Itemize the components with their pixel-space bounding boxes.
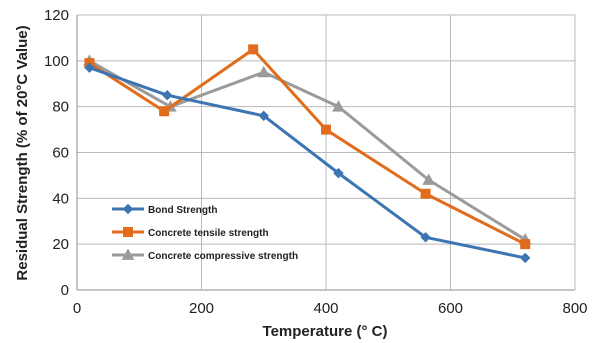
x-tick-label: 400	[313, 300, 338, 317]
data-point	[420, 188, 431, 199]
legend-item: Concrete tensile strength	[112, 227, 269, 239]
legend-marker	[121, 248, 135, 260]
y-tick-label: 80	[52, 99, 69, 116]
series-line	[88, 66, 526, 260]
series-line	[88, 59, 526, 241]
series-bond-strength	[84, 62, 531, 264]
tick-labels: 0 20 40 60 80 100 120 0 200 400 600 800	[44, 7, 588, 317]
legend: Bond Strength Concrete tensile strength Co…	[112, 203, 298, 262]
y-tick-label: 120	[44, 7, 69, 24]
series-concrete-tensile-strength	[84, 44, 531, 250]
data-point	[333, 167, 344, 179]
legend-item: Concrete compressive strength	[112, 248, 298, 262]
data-point	[248, 44, 259, 55]
data-point	[520, 239, 531, 250]
legend-marker	[122, 203, 134, 215]
legend-label: Concrete compressive strength	[148, 251, 298, 262]
y-tick-label: 60	[52, 145, 69, 162]
data-point	[420, 232, 431, 243]
y-tick-label: 40	[52, 190, 69, 207]
data-point	[332, 100, 345, 112]
x-axis-title: Temperature (° C)	[263, 323, 388, 340]
legend-label: Bond Strength	[148, 205, 217, 216]
legend-item: Bond Strength	[112, 203, 217, 216]
data-point	[257, 65, 271, 78]
plot-area	[83, 44, 532, 264]
y-tick-label: 0	[61, 282, 69, 299]
data-point	[162, 90, 173, 101]
y-axis-title: Residual Strength (% of 20°C Value)	[14, 25, 31, 280]
gridlines	[76, 14, 576, 291]
data-point	[84, 62, 95, 73]
y-tick-label: 20	[52, 236, 69, 253]
x-tick-label: 800	[562, 300, 587, 317]
x-tick-label: 0	[73, 300, 81, 317]
legend-marker	[123, 227, 133, 237]
y-tick-label: 100	[44, 53, 69, 70]
legend-label: Concrete tensile strength	[148, 228, 269, 239]
data-point	[159, 106, 170, 117]
x-tick-label: 600	[438, 300, 463, 317]
data-point	[422, 173, 436, 185]
x-tick-label: 200	[189, 300, 214, 317]
data-point	[321, 124, 331, 135]
series-line	[88, 47, 526, 246]
data-point	[519, 252, 531, 264]
data-point	[258, 110, 269, 122]
